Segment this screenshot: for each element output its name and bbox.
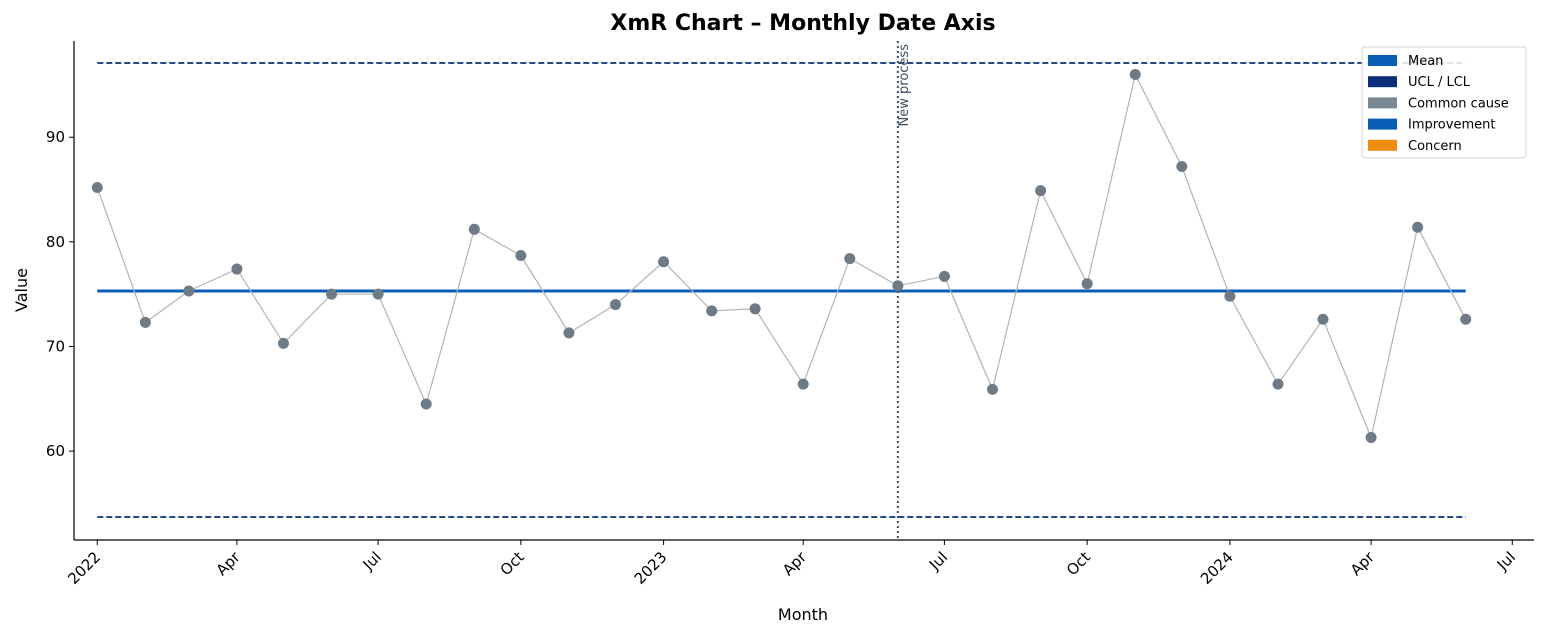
data-point [326, 288, 338, 300]
data-point [749, 303, 761, 315]
data-point [139, 316, 151, 328]
x-tick-label: Jul [1493, 548, 1519, 574]
legend-swatch [1368, 97, 1397, 109]
legend-label: Concern [1408, 139, 1462, 154]
data-point [468, 223, 480, 235]
data-point [277, 337, 289, 349]
data-point [1460, 313, 1472, 325]
data-point [1224, 290, 1236, 302]
data-point [515, 249, 527, 261]
chart-title: XmR Chart – Monthly Date Axis [610, 11, 995, 36]
x-tick-label: Oct [497, 548, 528, 579]
data-point [706, 305, 718, 317]
legend-label: UCL / LCL [1408, 75, 1471, 90]
legend-swatch [1368, 118, 1397, 130]
legend-label: Improvement [1408, 118, 1495, 133]
data-point [420, 398, 432, 410]
x-tick-label: Jul [359, 548, 385, 574]
data-point [1412, 221, 1424, 233]
data-point [372, 288, 384, 300]
data-point [987, 383, 999, 395]
legend-swatch [1368, 55, 1397, 66]
x-tick-label: Apr [213, 548, 245, 580]
x-axis-label: Month [778, 605, 828, 624]
x-tick-label: 2022 [64, 548, 104, 588]
y-axis-label: Value [12, 268, 31, 312]
data-point [1272, 378, 1284, 390]
legend-swatch [1368, 139, 1397, 151]
series-line [96, 72, 1467, 440]
x-tick-label: 2024 [1197, 548, 1237, 588]
data-point [844, 253, 856, 265]
x-tick-label: Apr [1347, 548, 1379, 580]
annotation-label: New process [897, 44, 912, 127]
data-point [183, 285, 195, 297]
data-point [797, 378, 809, 390]
data-point [1035, 185, 1047, 197]
y-tick-label: 60 [46, 442, 65, 460]
data-point [1176, 161, 1188, 173]
data-point [938, 270, 950, 282]
legend-swatch [1368, 76, 1397, 88]
plot-area: 60 70 80 90 2022 Apr Jul Oct 2023 Apr Jul Oct 2024 Ap… [46, 41, 1534, 588]
data-point [1129, 68, 1141, 80]
x-tick-label: Oct [1063, 548, 1094, 579]
y-tick-label: 80 [46, 233, 65, 251]
data-point [658, 256, 670, 268]
x-tick-label: 2023 [631, 548, 671, 588]
data-point [231, 263, 243, 275]
data-point [609, 299, 621, 311]
y-tick-label: 70 [46, 337, 65, 355]
data-point [1081, 278, 1093, 290]
data-point [563, 327, 575, 339]
data-point [91, 181, 103, 193]
data-point [892, 280, 904, 292]
data-point [1365, 431, 1377, 443]
legend-box [1361, 46, 1527, 159]
legend: Mean UCL / LCL Common cause Improvement Conc… [1361, 46, 1527, 159]
legend-label: Mean [1408, 54, 1443, 69]
legend-label: Common cause [1408, 96, 1509, 111]
x-tick-label: Jul [925, 548, 951, 574]
y-tick-label: 90 [46, 128, 65, 146]
x-tick-label: Apr [779, 548, 811, 580]
data-point [1317, 313, 1329, 325]
